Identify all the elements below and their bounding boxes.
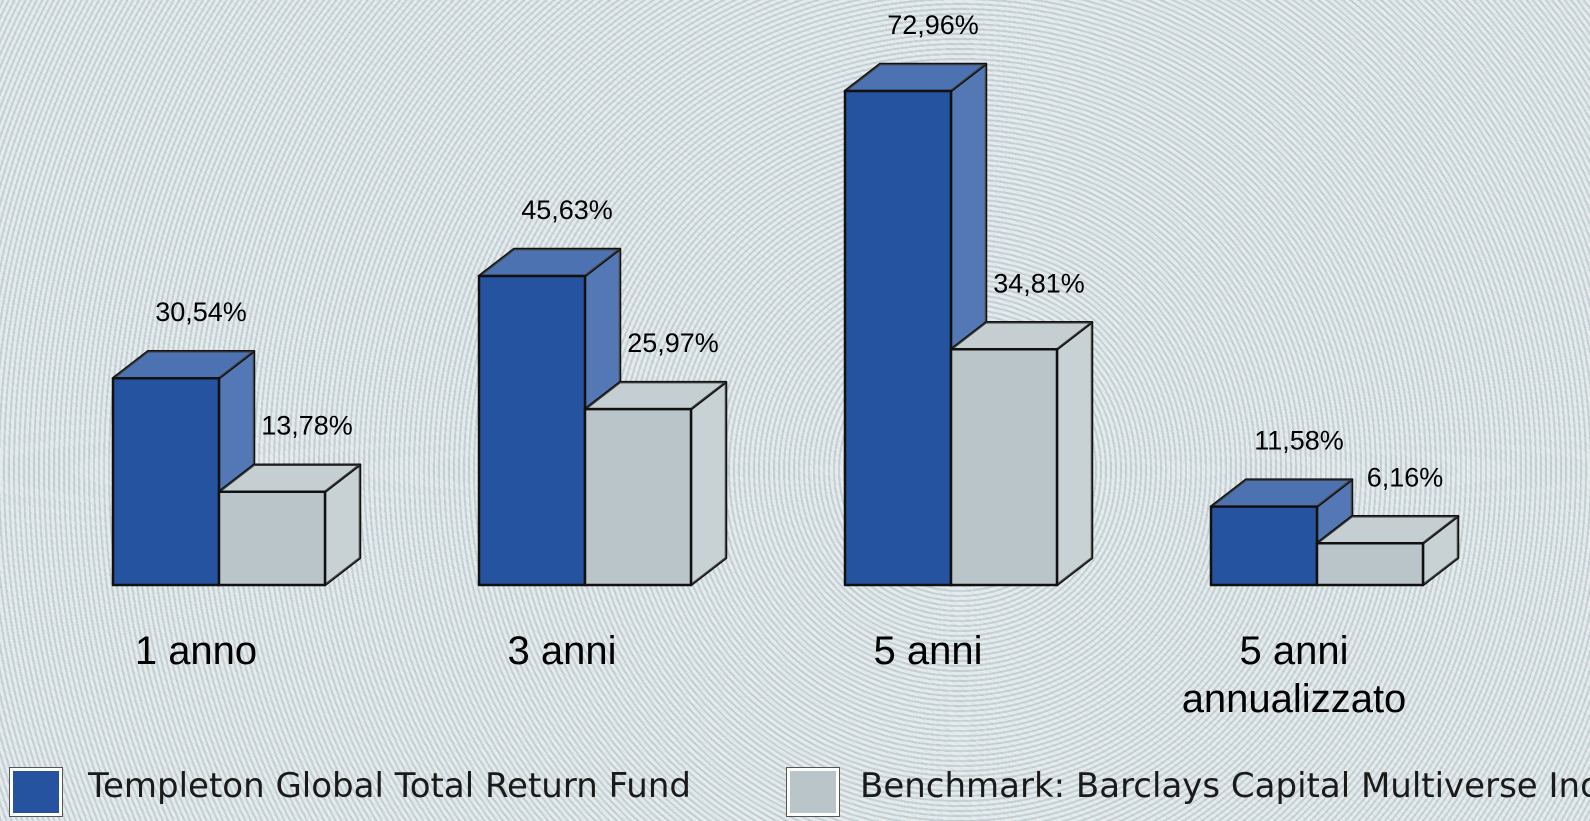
category-label: 5 anni annualizzato (1154, 627, 1434, 723)
bar (585, 382, 726, 585)
bar-front (585, 409, 691, 585)
value-label: 30,54% (155, 297, 247, 327)
bar-front (1317, 543, 1423, 585)
bar-front (479, 276, 585, 585)
bar (951, 322, 1092, 585)
bar-side-shade (1057, 322, 1092, 585)
category-label: 1 anno (56, 627, 336, 675)
legend-swatch (787, 768, 839, 816)
page: 30,54% 13,78% 45,63% 25,97% 72,96% 34,81% 11,5… (0, 0, 1590, 821)
bar (219, 465, 360, 585)
value-label: 13,78% (261, 411, 353, 441)
bar (1317, 516, 1458, 585)
value-label: 6,16% (1367, 462, 1444, 492)
bar-front (113, 378, 219, 585)
value-label: 45,63% (521, 195, 613, 225)
value-label: 25,97% (627, 328, 719, 358)
value-label: 72,96% (887, 10, 979, 40)
value-label: 34,81% (993, 268, 1085, 298)
bar-front (1211, 507, 1317, 585)
legend-label: Benchmark: Barclays Capital Multiverse I… (860, 766, 1590, 806)
bar-side-shade (691, 382, 726, 585)
bar-front (845, 91, 951, 585)
legend-label: Templeton Global Total Return Fund (88, 766, 691, 806)
legend-swatch (10, 768, 62, 816)
category-label: 3 anni (422, 627, 702, 675)
bar-front (951, 349, 1057, 585)
bar-front (219, 492, 325, 585)
category-label: 5 anni (788, 627, 1068, 675)
value-label: 11,58% (1254, 426, 1344, 456)
